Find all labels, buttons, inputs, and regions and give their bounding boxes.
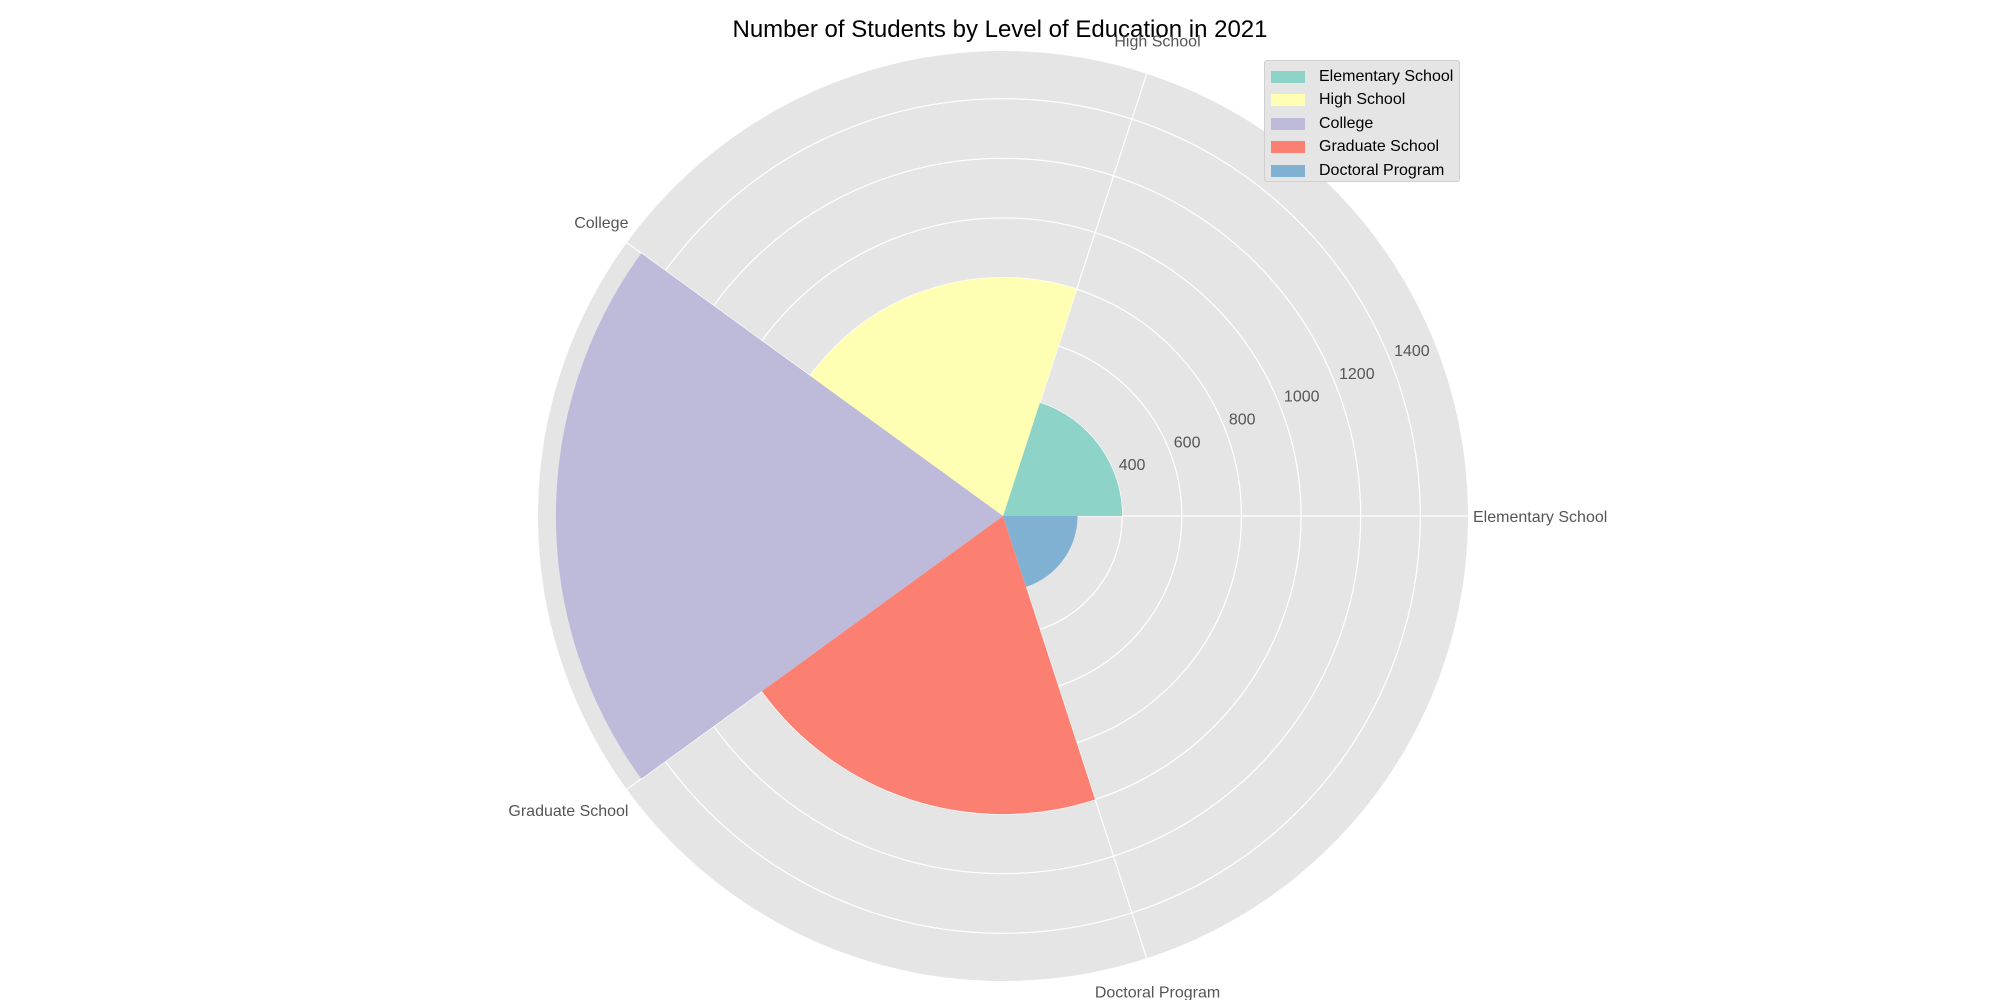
category-label: High School [1114,33,1200,50]
legend-label: High School [1319,91,1406,109]
legend-item: Elementary School [1271,65,1459,89]
bar-elementary-school [1003,402,1123,516]
legend-item: College [1271,112,1459,136]
legend-swatch [1271,164,1305,177]
legend-label: Graduate School [1319,138,1440,156]
legend-label: College [1319,114,1374,132]
bar-graduate-school [761,516,1096,815]
chart-title: Number of Students by Level of Education… [732,16,1268,43]
legend-swatch [1271,141,1305,154]
legend-label: Doctoral Program [1319,161,1445,179]
bar-college [555,253,1003,779]
legend: Elementary School High School College Gradu… [1264,60,1460,182]
bar-doctoral-program [1003,516,1078,587]
legend-item: Graduate School [1271,136,1459,160]
category-label: Doctoral Program [1095,985,1220,1000]
radial-tick-labels: 400 600 800 1000 1200 1400 [1119,343,1430,474]
category-label: College [574,215,628,232]
radial-tick-label: 600 [1174,434,1201,451]
legend-item: High School [1271,89,1459,113]
radial-tick-label: 400 [1119,457,1146,474]
legend-swatch [1271,70,1305,83]
radial-tick-label: 1200 [1339,366,1375,383]
bar-high-school [810,277,1077,516]
legend-swatch [1271,117,1305,130]
category-label: Graduate School [508,803,628,820]
legend-swatch [1271,94,1305,107]
category-label: Elementary School [1473,509,1607,526]
radial-tick-label: 800 [1229,411,1256,428]
category-labels: Elementary School High School College Gradu… [508,33,1607,1000]
polar-bars [555,253,1123,815]
legend-item: Doctoral Program [1271,159,1459,183]
radial-tick-label: 1400 [1394,343,1430,360]
legend-label: Elementary School [1319,67,1454,85]
radial-tick-label: 1000 [1284,389,1320,406]
